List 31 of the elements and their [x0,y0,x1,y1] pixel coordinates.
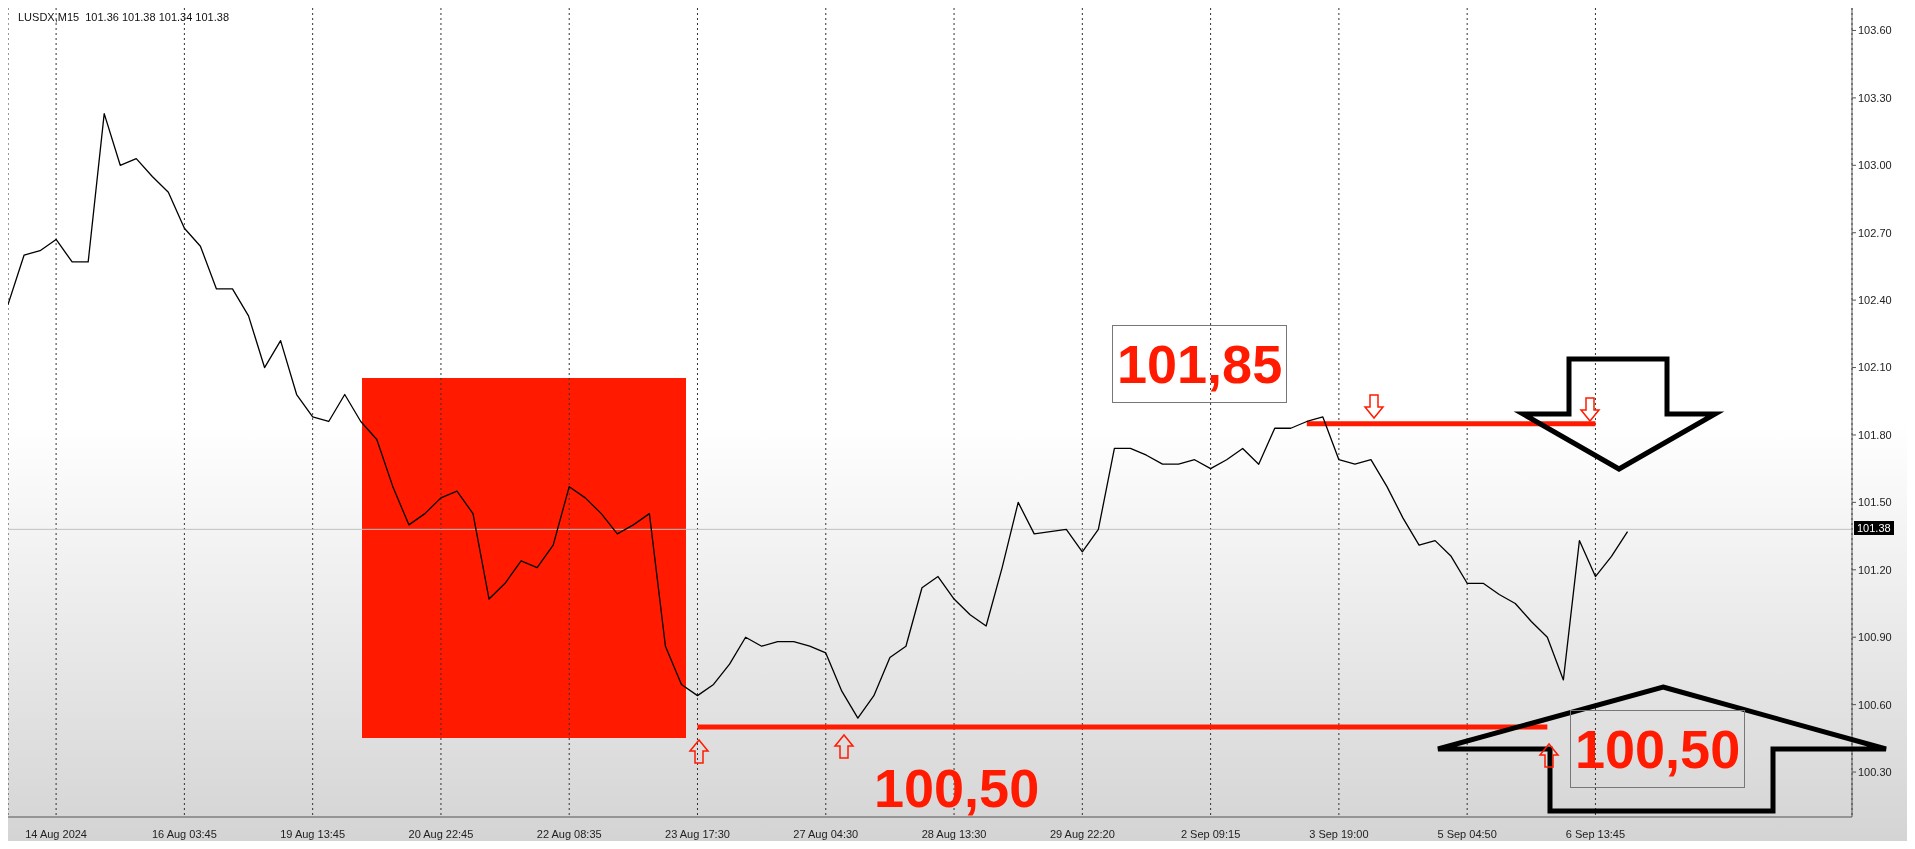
y-tick-label: 100.30 [1858,765,1892,778]
y-tick-label: 102.70 [1858,226,1892,239]
x-tick-label: 6 Sep 13:45 [1565,828,1626,840]
x-tick-label: 28 Aug 13:30 [921,828,987,840]
y-tick-label: 100.60 [1858,698,1892,711]
y-tick-label: 103.30 [1858,91,1892,104]
ref-line-label: 101.38 [1854,521,1894,536]
annotation: 100,50 [1570,710,1746,788]
chart-title: LUSDX,M15 101.36 101.38 101.34 101.38 [18,11,229,23]
y-tick-label: 100.90 [1858,631,1892,644]
x-tick-label: 16 Aug 03:45 [151,828,217,840]
x-tick-label: 19 Aug 13:45 [280,828,346,840]
x-tick-label: 20 Aug 22:45 [408,828,474,840]
y-tick-label: 101.50 [1858,496,1892,509]
x-tick-label: 23 Aug 17:30 [665,828,730,840]
y-tick-label: 102.40 [1858,294,1892,307]
x-tick-label: 14 Aug 2024 [25,828,87,840]
y-tick-label: 103.00 [1858,159,1892,172]
y-tick-label: 101.20 [1858,563,1892,576]
legend-label: 100,50 [873,757,1041,820]
x-tick-label: 5 Sep 04:50 [1437,828,1497,840]
x-tick-label: 22 Aug 08:35 [536,828,602,840]
x-tick-label: 3 Sep 19:00 [1309,828,1369,840]
x-tick-label: 29 Aug 22:20 [1049,828,1115,840]
ref-line-label: 101,85 [1112,325,1288,403]
y-tick-label: 101.80 [1858,428,1892,441]
y-tick-label: 103.60 [1858,24,1892,37]
y-tick-label: 102.10 [1858,361,1892,374]
x-tick-label: 27 Aug 04:30 [793,828,859,840]
x-tick-label: 2 Sep 09:15 [1180,828,1241,840]
line-series [8,112,1629,719]
